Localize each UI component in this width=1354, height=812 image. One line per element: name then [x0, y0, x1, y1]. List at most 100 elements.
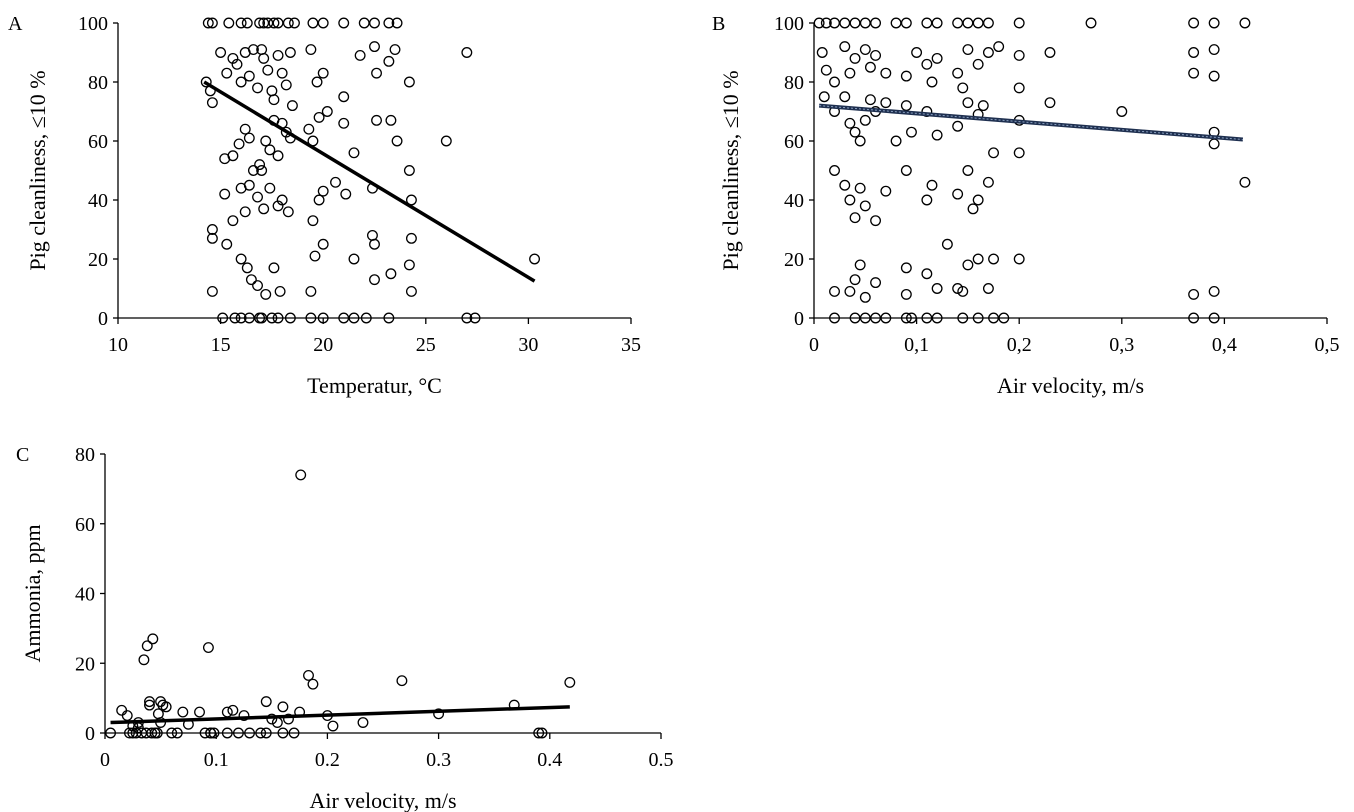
panel-a-data-point — [252, 82, 263, 94]
panel-a-data-point — [317, 238, 329, 250]
panel-b-data-point — [870, 17, 882, 29]
panel-a-data-point — [289, 17, 300, 29]
panel-b-data-point — [921, 312, 933, 324]
panel-a-data-point — [268, 17, 280, 29]
panel-b-data-point — [1188, 17, 1200, 29]
panel-a-data-point — [239, 206, 251, 218]
panel-b-data-point — [1188, 47, 1200, 58]
panel-b-data-point — [813, 17, 825, 29]
panel-c-data-point — [277, 727, 289, 739]
panel-b-y-tick-label: 0 — [794, 308, 804, 330]
panel-b-y-tick-label: 20 — [784, 249, 804, 271]
panel-c-data-point — [433, 708, 445, 720]
panel-a-data-point — [245, 274, 257, 286]
panel-b-data-point — [1116, 106, 1128, 117]
panel-a-data-point — [282, 206, 294, 218]
panel-a-data-point — [311, 76, 323, 88]
panel-c-data-point — [141, 640, 153, 652]
panel-a-data-point — [383, 55, 395, 67]
panel-b-data-point — [849, 126, 861, 138]
panel-a-data-point — [307, 215, 319, 227]
panel-b-data-point — [1188, 67, 1200, 79]
panel-c-y-tick-label: 20 — [75, 653, 95, 675]
panel-a-data-point — [354, 50, 366, 61]
panel-a-data-point — [317, 185, 329, 197]
panel-c-data-point — [124, 727, 135, 739]
panel-a-data-point — [239, 123, 251, 135]
panel-a-data-point — [305, 312, 317, 324]
panel-a-data-point — [369, 41, 380, 53]
panel-c-data-point — [288, 727, 300, 739]
panel-a-data-point — [389, 44, 401, 56]
panel-b-data-point — [854, 182, 866, 194]
panel-b-x-tick-label: 0,3 — [1109, 334, 1134, 356]
panel-c-data-point — [116, 704, 128, 716]
panel-a-data-point — [317, 312, 329, 324]
panel-b-data-point — [839, 91, 851, 103]
panel-b-data-point — [906, 312, 917, 324]
panel-b-data-point — [972, 194, 984, 206]
panel-a-y-tick-label: 0 — [98, 308, 108, 330]
panel-c-scatter-ammonia: C 0 20 40 60 80 0 0.1 0.2 0.3 0.4 0.5 Air velocity, … — [16, 444, 674, 812]
panel-a-x-tick-label: 30 — [518, 334, 538, 356]
panel-a-data-point — [383, 17, 395, 29]
panel-b-data-point — [952, 17, 964, 29]
panel-a-data-point — [274, 286, 286, 297]
panel-b-data-point — [820, 17, 832, 29]
panel-a-data-point — [252, 191, 263, 203]
panel-c-data-point — [205, 727, 217, 739]
panel-b-data-point — [921, 268, 933, 280]
panel-a-data-point — [206, 286, 218, 297]
panel-a-data-point — [227, 215, 239, 227]
panel-a-data-point — [268, 262, 280, 274]
panel-c-data-point — [199, 727, 211, 739]
panel-c-data-point — [260, 696, 272, 708]
panel-a-data-point — [241, 262, 253, 274]
panel-b-data-point — [880, 185, 892, 197]
panel-b-data-point — [880, 67, 892, 79]
panel-b-data-point — [982, 176, 994, 188]
panel-a-data-point — [235, 76, 247, 88]
panel-c-data-point — [177, 706, 189, 718]
panel-b-y-axis-label: Pig cleanliness, ≤10 % — [718, 70, 743, 270]
panel-a-data-point — [529, 253, 541, 265]
panel-b-data-point — [844, 194, 856, 206]
panel-a-data-point — [282, 17, 294, 29]
panel-c-data-point — [121, 710, 133, 722]
panel-b-data-point — [1239, 17, 1251, 29]
panel-a-data-point — [330, 176, 341, 188]
panel-a-data-point — [385, 114, 397, 126]
panel-b-data-point — [900, 17, 912, 29]
panel-b-data-point — [993, 41, 1005, 53]
panel-b-data-point — [921, 194, 933, 206]
panel-b-data-point — [1188, 288, 1200, 300]
panel-a-x-axis-label: Temperatur, °C — [307, 373, 442, 398]
panel-a-data-point — [264, 182, 276, 194]
panel-c-data-point — [160, 701, 172, 713]
panel-b-data-point — [854, 135, 866, 147]
panel-c-x-tick-label: 0 — [100, 749, 110, 771]
panel-c-data-point — [283, 713, 294, 725]
panel-a-data-point — [247, 165, 259, 176]
panel-b-data-point — [900, 312, 912, 324]
panel-c-data-point — [533, 727, 545, 739]
panel-b-data-point — [957, 82, 969, 94]
panel-a-x-tick-label: 35 — [621, 334, 641, 356]
panel-b-data-point — [818, 91, 830, 103]
panel-a-x-tick-label: 25 — [416, 334, 436, 356]
panel-a-data-point — [371, 114, 383, 126]
panel-b-data-point — [870, 215, 882, 227]
panel-b-trendline-inner — [819, 105, 1243, 141]
panel-b-data-point — [844, 67, 856, 79]
panel-c-data-point — [202, 642, 214, 654]
panel-a-data-point — [348, 147, 360, 159]
panel-a-data-point — [272, 150, 284, 162]
panel-b-data-point — [931, 129, 943, 141]
panel-a-data-point — [241, 17, 253, 29]
panel-b-y-tick-label: 80 — [784, 72, 804, 94]
panel-c-y-tick-label: 0 — [85, 723, 95, 745]
panel-b-data-point — [926, 76, 938, 88]
panel-a-x-tick-label: 10 — [108, 334, 128, 356]
panel-a-data-point — [313, 194, 325, 206]
panel-b-data-point — [952, 283, 964, 294]
